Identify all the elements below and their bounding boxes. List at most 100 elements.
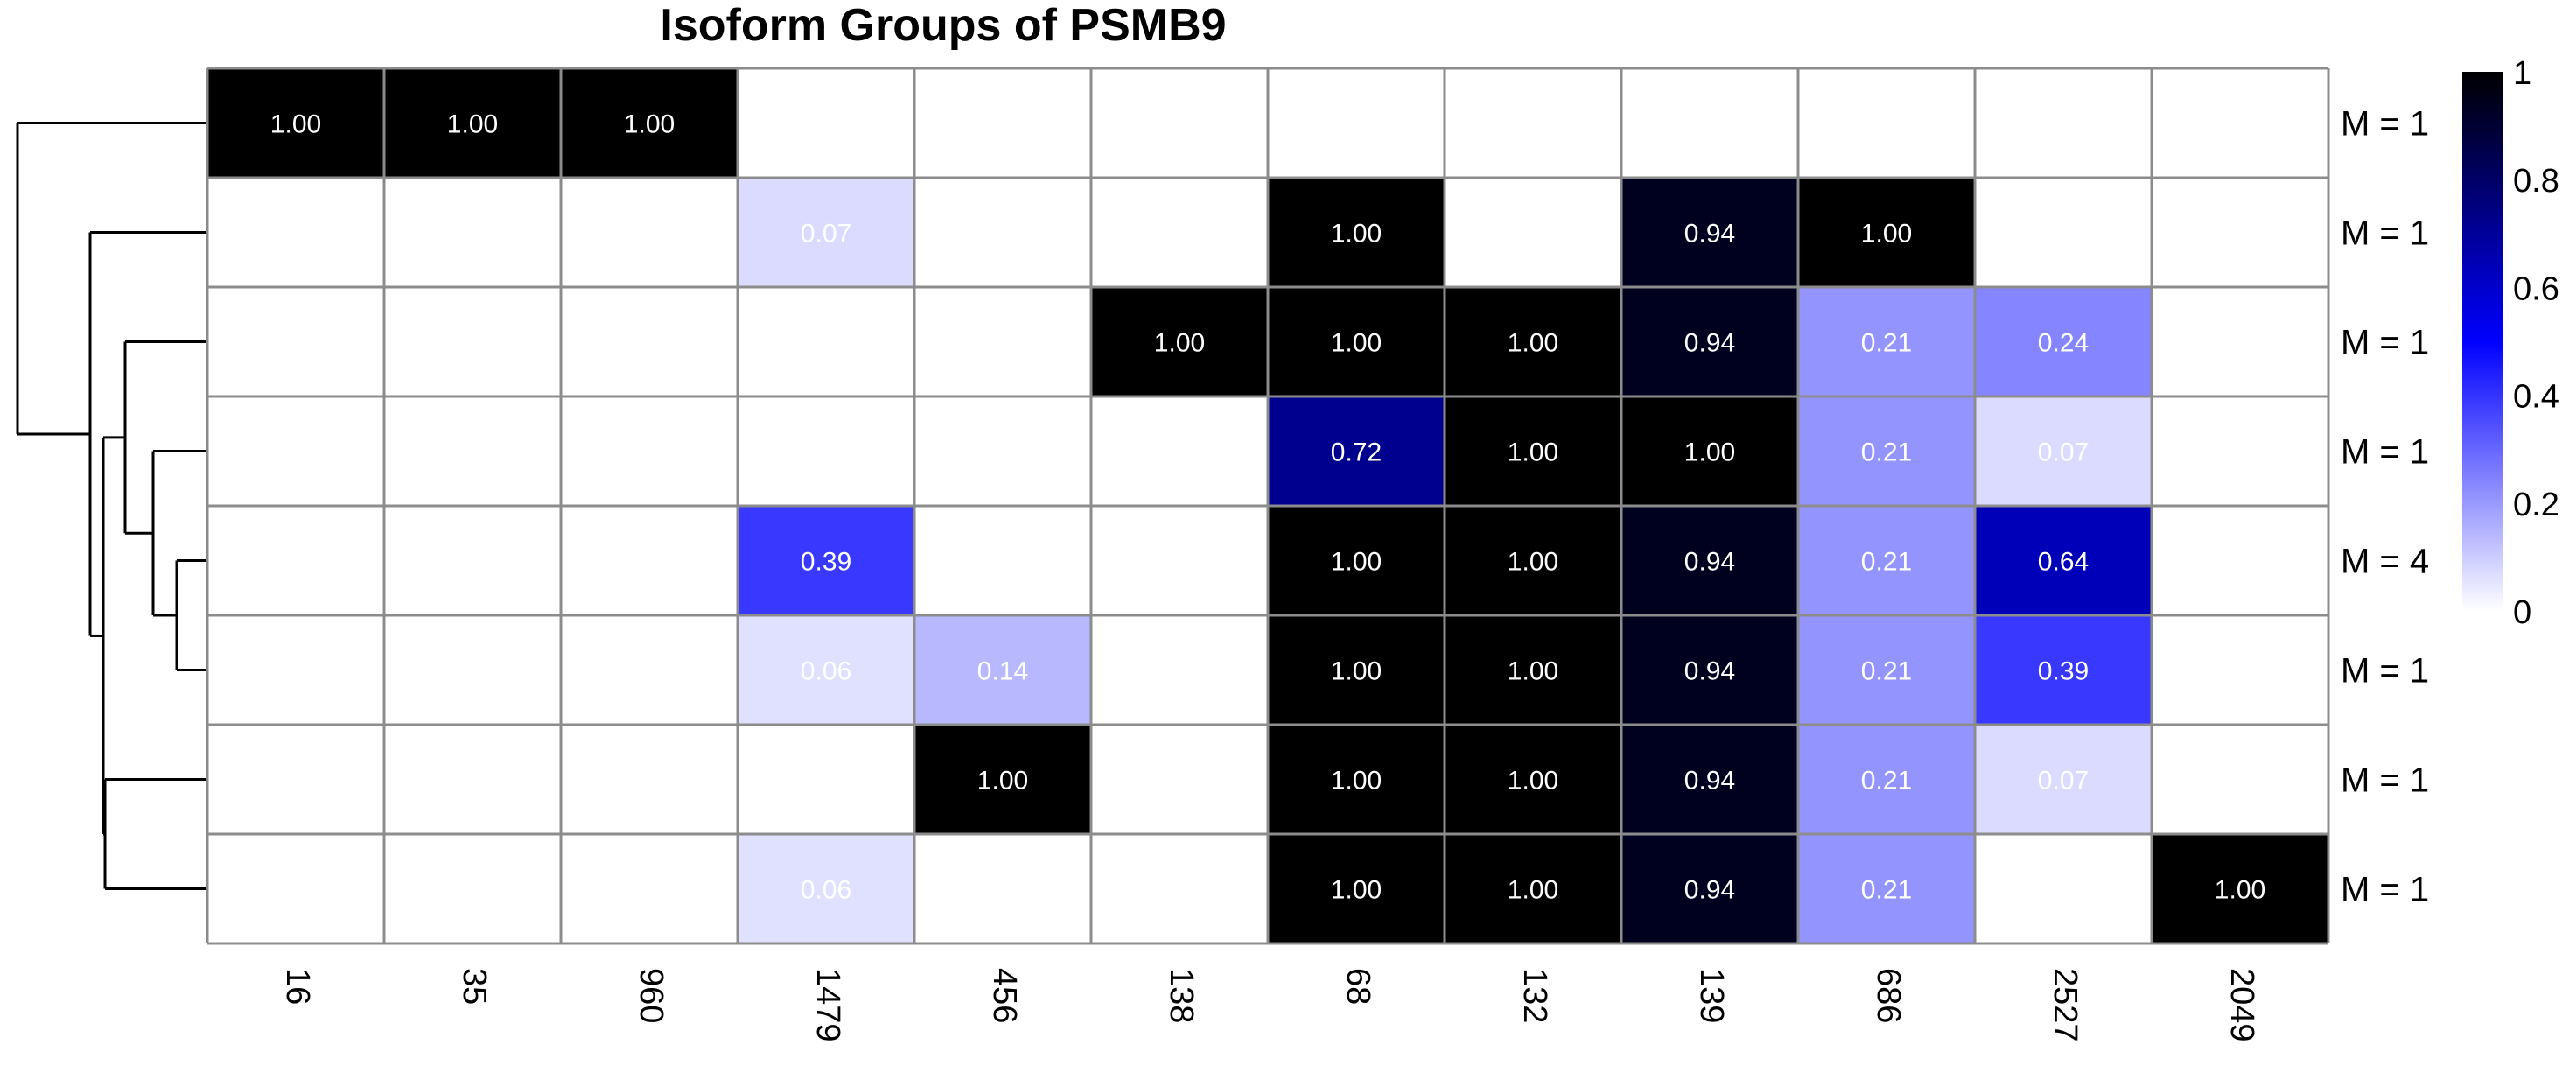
heatmap-cell (207, 287, 384, 396)
heatmap-cell (1798, 834, 1975, 943)
colorbar-tick-label: 1 (2513, 55, 2531, 92)
cell-value-label: 0.24 (2038, 329, 2089, 358)
cell-value-label: 0.94 (1684, 876, 1735, 905)
heatmap-cell (384, 506, 561, 615)
heatmap-cell (384, 834, 561, 943)
heatmap-cell (1621, 396, 1798, 506)
cell-value-label: 0.07 (2038, 438, 2089, 467)
cell-value-label: 0.94 (1684, 329, 1735, 358)
colorbar-tick-label: 0.6 (2513, 270, 2559, 307)
column-label: 960 (633, 968, 669, 1023)
cell-value-label: 1.00 (1331, 767, 1382, 796)
heatmap-cell (1798, 506, 1975, 615)
heatmap-cell (1621, 834, 1798, 943)
row-label: M = 1 (2341, 324, 2429, 362)
heatmap-cell (561, 396, 738, 506)
heatmap-cell (738, 178, 914, 287)
heatmap-cell (1798, 287, 1975, 396)
cell-value-label: 1.00 (1331, 876, 1382, 905)
heatmap-cell (207, 68, 384, 178)
heatmap-cell (1798, 178, 1975, 287)
row-label: M = 1 (2341, 761, 2429, 800)
heatmap-cell (914, 178, 1091, 287)
column-label: 16 (279, 968, 316, 1005)
row-label: M = 1 (2341, 433, 2429, 472)
heatmap-cell (1268, 178, 1445, 287)
cell-value-label: 0.21 (1861, 329, 1912, 358)
heatmap-cell (1268, 834, 1445, 943)
heatmap-cell (207, 615, 384, 725)
cell-value-label: 0.21 (1861, 767, 1912, 796)
heatmap-cell (738, 396, 914, 506)
heatmap-cell (738, 615, 914, 725)
heatmap-cell (1445, 725, 1621, 834)
heatmap-cell (2152, 287, 2328, 396)
heatmap-cell (1445, 506, 1621, 615)
heatmap-cells: 1.00 1.00 1.00 0.07 1.00 0.94 1.00 1.00 1.00 1.00… (207, 68, 2328, 943)
cell-value-label: 0.21 (1861, 548, 1912, 577)
heatmap-cell (738, 506, 914, 615)
colorbar-gradient (2462, 72, 2502, 611)
cell-value-label: 0.94 (1684, 767, 1735, 796)
row-label: M = 1 (2341, 105, 2429, 144)
cell-value-label: 1.00 (1508, 657, 1558, 686)
colorbar-tick-label: 0.2 (2513, 487, 2559, 523)
cell-value-label: 1.00 (270, 110, 321, 139)
cell-value-label: 1.00 (1684, 438, 1735, 467)
heatmap-cell (207, 178, 384, 287)
heatmap-cell (1091, 506, 1268, 615)
heatmap-cell (914, 615, 1091, 725)
heatmap-cell (384, 615, 561, 725)
heatmap-cell (1975, 68, 2152, 178)
heatmap-cell (914, 506, 1091, 615)
cell-value-label: 1.00 (624, 110, 675, 139)
heatmap-grid (206, 67, 2330, 945)
cell-value-label: 0.07 (801, 220, 851, 249)
heatmap-cell (207, 834, 384, 943)
heatmap-cell (561, 287, 738, 396)
heatmap-cell (1445, 834, 1621, 943)
cell-value-label: 1.00 (1331, 329, 1382, 358)
column-label: 35 (456, 968, 493, 1005)
heatmap-cell (2152, 615, 2328, 725)
heatmap-cell (1091, 725, 1268, 834)
cell-value-label: 1.00 (1331, 657, 1382, 686)
heatmap-cell (738, 725, 914, 834)
cell-value-label: 1.00 (1154, 329, 1205, 358)
heatmap-cell (561, 725, 738, 834)
column-label: 686 (1870, 968, 1907, 1023)
heatmap-cell (1268, 506, 1445, 615)
heatmap-cell (207, 725, 384, 834)
heatmap-cell (914, 68, 1091, 178)
cell-value-label: 1.00 (2215, 876, 2265, 905)
heatmap-cell (738, 287, 914, 396)
heatmap-cell (384, 396, 561, 506)
colorbar-tick-label: 0.4 (2513, 379, 2559, 416)
heatmap-cell (561, 615, 738, 725)
heatmap-cell (207, 506, 384, 615)
cell-value-label: 0.21 (1861, 876, 1912, 905)
row-label: M = 1 (2341, 652, 2429, 691)
cell-value-label: 1.00 (1331, 220, 1382, 249)
column-label: 132 (1516, 968, 1553, 1023)
column-label: 2049 (2223, 968, 2260, 1042)
cell-value-label: 0.64 (2038, 548, 2089, 577)
colorbar: 1 0.8 0.6 0.4 0.2 0 (2462, 55, 2559, 631)
heatmap-cell (914, 725, 1091, 834)
cell-value-label: 0.14 (977, 657, 1028, 686)
cell-value-label: 1.00 (1331, 548, 1382, 577)
cell-value-label: 1.00 (1508, 438, 1558, 467)
heatmap-cell (2152, 725, 2328, 834)
column-label: 68 (1340, 968, 1376, 1005)
heatmap-cell (2152, 68, 2328, 178)
column-label: 139 (1693, 968, 1730, 1023)
column-labels: 16 35 960 1479 456 138 68 132 139 686 2527 2049 (279, 968, 2260, 1042)
colorbar-tick-label: 0 (2513, 594, 2531, 631)
heatmap-cell (1975, 725, 2152, 834)
heatmap-cell (1091, 68, 1268, 178)
heatmap-cell (1975, 287, 2152, 396)
cell-value-label: 0.21 (1861, 657, 1912, 686)
dendrogram (16, 122, 207, 890)
cell-value-label: 1.00 (977, 767, 1028, 796)
